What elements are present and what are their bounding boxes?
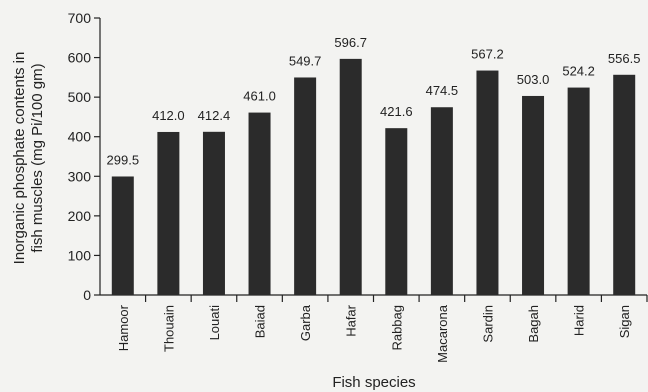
bar — [294, 77, 317, 295]
bar — [111, 176, 134, 295]
bar — [248, 112, 271, 295]
bar — [202, 131, 225, 295]
y-tick-label: 0 — [83, 287, 91, 303]
plot-area: 0 100 200 300 400 500 600 700 299.5 Hamoor 412.0 Th… — [68, 10, 648, 363]
x-tick-label: Sigan — [617, 305, 632, 338]
bar — [522, 95, 545, 295]
x-axis-title: Fish species — [332, 374, 415, 391]
y-axis-title-line2: fish muscles (mg Pi/100 gm) — [29, 63, 46, 252]
x-tick-label: Bagah — [526, 305, 541, 343]
x-tick-label: Rabbag — [389, 305, 404, 351]
bar — [613, 74, 636, 295]
y-tick-label: 200 — [68, 208, 92, 224]
x-tick-label: Baiad — [253, 305, 268, 338]
y-tick-label: 100 — [68, 247, 92, 263]
data-label: 412.0 — [152, 108, 185, 123]
bar — [567, 87, 590, 295]
y-axis-title: Inorganic phosphate contents in fish mus… — [11, 52, 46, 265]
x-tick-label: Thouain — [161, 305, 176, 352]
x-tick-label: Hafar — [344, 304, 359, 336]
y-tick-label: 300 — [68, 168, 92, 184]
data-label: 474.5 — [426, 83, 459, 98]
data-label: 503.0 — [517, 72, 550, 87]
y-axis-title-line1: Inorganic phosphate contents in — [11, 52, 28, 265]
y-tick-label: 700 — [68, 10, 92, 26]
y-tick-label: 400 — [68, 129, 92, 145]
data-label: 524.2 — [562, 64, 595, 79]
data-label: 412.4 — [198, 108, 231, 123]
x-tick-label: Louati — [207, 305, 222, 341]
x-tick-label: Garba — [298, 304, 313, 341]
data-label: 421.6 — [380, 104, 413, 119]
data-label: 556.5 — [608, 51, 641, 66]
data-label: 567.2 — [471, 47, 504, 62]
x-tick-label: Hamoor — [116, 304, 131, 351]
y-tick-label: 600 — [68, 50, 92, 66]
bar — [430, 107, 453, 295]
bar — [476, 70, 499, 295]
x-tick-label: Sardin — [480, 305, 495, 343]
data-label: 461.0 — [243, 89, 276, 104]
y-tick-label: 500 — [68, 89, 92, 105]
data-label: 299.5 — [107, 152, 140, 167]
bar — [385, 128, 408, 295]
data-label: 596.7 — [334, 35, 367, 50]
data-label: 549.7 — [289, 53, 322, 68]
x-tick-label: Macarona — [435, 304, 450, 363]
bar — [157, 131, 180, 295]
x-tick-label: Harid — [572, 305, 587, 336]
bar — [339, 58, 362, 295]
